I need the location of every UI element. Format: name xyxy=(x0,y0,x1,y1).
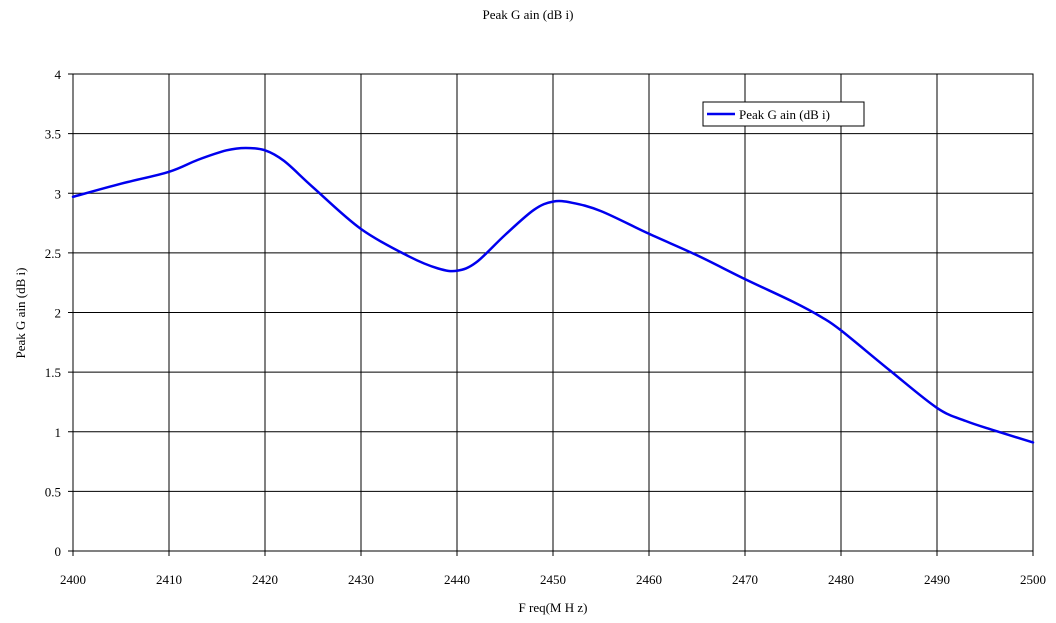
legend: Peak G ain (dB i) xyxy=(702,101,865,127)
y-tick-label: 3 xyxy=(55,186,62,201)
x-tick-label: 2450 xyxy=(540,572,566,587)
legend-label: Peak G ain (dB i) xyxy=(739,107,830,122)
x-axis-title: F req(M H z) xyxy=(519,600,588,615)
chart-title: Peak G ain (dB i) xyxy=(483,7,574,22)
y-tick-label: 1.5 xyxy=(45,365,61,380)
x-tick-label: 2420 xyxy=(252,572,278,587)
y-axis: 0 0.5 1 1.5 2 2.5 3 3.5 4 xyxy=(45,67,73,559)
x-tick-label: 2480 xyxy=(828,572,854,587)
y-tick-label: 1 xyxy=(55,425,62,440)
grid xyxy=(72,73,1034,552)
y-tick-label: 2.5 xyxy=(45,246,61,261)
x-tick-label: 2400 xyxy=(60,572,86,587)
y-tick-label: 4 xyxy=(55,67,62,82)
x-tick-label: 2500 xyxy=(1020,572,1046,587)
y-tick-label: 0 xyxy=(55,544,62,559)
x-tick-label: 2470 xyxy=(732,572,758,587)
series-line xyxy=(71,146,1035,444)
x-tick-label: 2430 xyxy=(348,572,374,587)
y-tick-label: 2 xyxy=(55,306,62,321)
x-tick-label: 2410 xyxy=(156,572,182,587)
y-tick-label: 0.5 xyxy=(45,484,61,499)
x-tick-label: 2440 xyxy=(444,572,470,587)
x-tick-label: 2460 xyxy=(636,572,662,587)
x-tick-label: 2490 xyxy=(924,572,950,587)
y-tick-label: 3.5 xyxy=(45,127,61,142)
y-axis-title: Peak G ain (dB i) xyxy=(13,268,28,359)
x-axis: 2400 2410 2420 2430 2440 2450 2460 2470 2480 2490… xyxy=(60,551,1046,587)
